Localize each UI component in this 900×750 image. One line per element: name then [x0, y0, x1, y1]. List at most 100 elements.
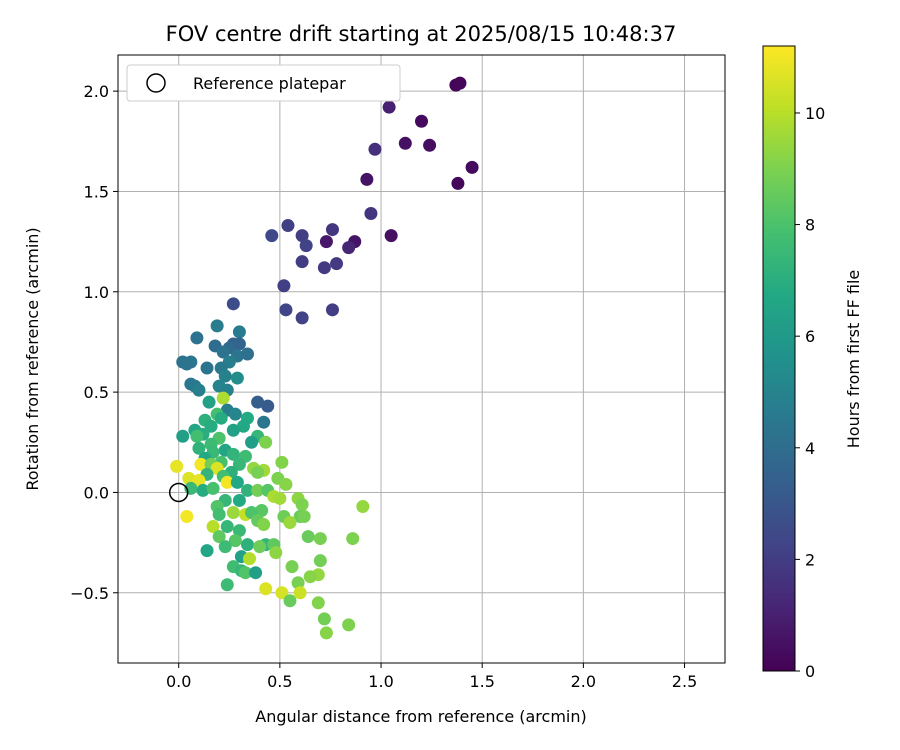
data-point	[265, 229, 279, 243]
data-point	[291, 576, 305, 590]
data-point	[232, 524, 246, 538]
data-point	[220, 520, 234, 534]
data-point	[232, 493, 246, 507]
data-point	[236, 419, 250, 433]
data-point	[192, 441, 206, 455]
data-point	[180, 510, 194, 524]
x-tick-label: 0.5	[267, 672, 292, 691]
data-point	[342, 241, 356, 255]
data-point	[238, 566, 252, 580]
data-point	[261, 399, 275, 413]
data-point	[240, 538, 254, 552]
data-point	[346, 532, 360, 546]
data-point	[232, 325, 246, 339]
colorbar-tick-label: 2	[805, 550, 815, 569]
y-tick-label: −0.5	[70, 584, 109, 603]
data-point	[216, 345, 230, 359]
x-axis-ticks: 0.0 0.5 1.0 1.5 2.0 2.5	[166, 663, 697, 691]
data-point	[245, 435, 259, 449]
data-point	[257, 518, 271, 532]
data-point	[259, 582, 273, 596]
data-point	[465, 160, 479, 174]
data-point	[451, 176, 465, 190]
data-point	[249, 566, 263, 580]
data-point	[228, 534, 242, 548]
y-tick-label: 0.5	[84, 383, 109, 402]
data-point	[325, 303, 339, 317]
data-point	[204, 419, 218, 433]
data-point	[293, 586, 307, 600]
data-point	[214, 411, 228, 425]
data-point	[251, 483, 265, 497]
data-point	[295, 255, 309, 269]
data-point	[342, 618, 356, 632]
y-axis-label: Rotation from reference (arcmin)	[23, 227, 42, 490]
data-point	[232, 337, 246, 351]
data-point	[295, 497, 309, 511]
x-tick-label: 2.5	[672, 672, 697, 691]
data-point	[311, 596, 325, 610]
y-tick-label: 1.0	[84, 283, 109, 302]
data-point	[216, 391, 230, 405]
data-point	[415, 114, 428, 128]
data-point	[230, 475, 244, 489]
data-point	[228, 407, 242, 421]
data-point	[251, 395, 265, 409]
data-point	[319, 235, 333, 249]
data-point	[423, 138, 437, 152]
data-point	[275, 455, 289, 469]
reference-platepar-marker	[168, 482, 189, 503]
data-point	[325, 223, 339, 237]
data-point	[317, 612, 331, 626]
data-point	[240, 483, 254, 497]
data-point	[184, 355, 198, 369]
data-point	[226, 506, 240, 520]
colorbar-tick-label: 8	[805, 216, 815, 235]
data-point	[220, 475, 234, 489]
data-point	[275, 586, 289, 600]
data-point	[279, 477, 293, 491]
data-point	[253, 540, 267, 554]
data-point	[194, 457, 208, 471]
data-point	[295, 229, 309, 243]
data-point	[319, 626, 333, 640]
data-point	[212, 508, 226, 522]
x-tick-label: 1.5	[469, 672, 494, 691]
data-point	[182, 471, 196, 485]
colorbar-tick-label: 6	[805, 327, 815, 346]
data-point	[382, 100, 396, 114]
data-point	[226, 297, 240, 311]
colorbar-ticks: 0 2 4 6 8 10	[795, 104, 825, 681]
data-point	[281, 219, 295, 233]
data-point	[313, 532, 327, 546]
data-point	[269, 546, 283, 560]
data-point	[192, 383, 206, 397]
data-point	[299, 239, 313, 253]
data-point	[218, 369, 232, 383]
legend-box	[126, 64, 401, 102]
data-point	[226, 447, 240, 461]
y-tick-label: 1.5	[84, 182, 109, 201]
colorbar-gradient	[762, 45, 796, 672]
data-point	[206, 520, 220, 534]
legend-label-reference: Reference platepar	[193, 74, 346, 93]
data-point	[176, 429, 190, 443]
y-tick-label: 2.0	[84, 82, 109, 101]
data-point	[206, 481, 220, 495]
data-point	[279, 303, 293, 317]
y-tick-label: 0.0	[84, 483, 109, 502]
colorbar-tick-label: 10	[805, 104, 825, 123]
x-tick-label: 2.0	[571, 672, 596, 691]
data-point	[285, 560, 299, 574]
scatter-points	[170, 76, 479, 640]
x-tick-label: 1.0	[368, 672, 393, 691]
colorbar: 0 2 4 6 8 10 Hours from first FF file	[762, 45, 863, 681]
plot-background	[118, 55, 725, 663]
data-point	[200, 544, 214, 558]
data-point	[190, 429, 204, 443]
data-point	[330, 257, 344, 271]
data-point	[364, 207, 378, 221]
data-point	[212, 530, 226, 544]
legend-marker-reference	[146, 73, 166, 93]
